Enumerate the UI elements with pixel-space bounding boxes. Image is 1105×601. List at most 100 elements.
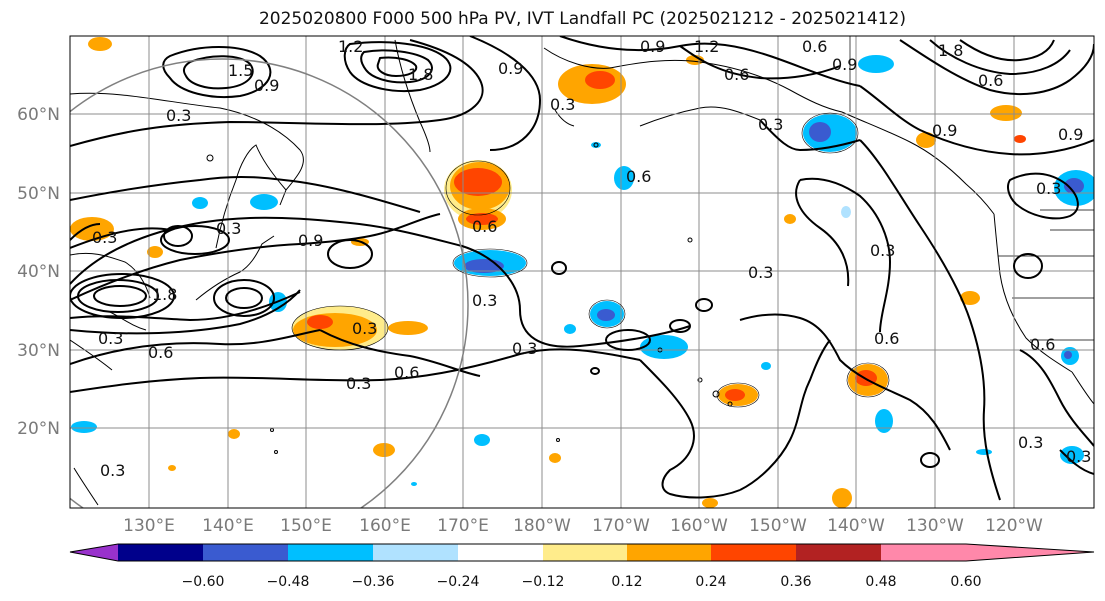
contour-loop-east bbox=[1007, 172, 1079, 220]
shade-negative bbox=[875, 409, 893, 433]
island bbox=[593, 142, 599, 148]
contour-0.3-north bbox=[70, 39, 484, 147]
lon-label: 140°E bbox=[202, 516, 254, 536]
shade-positive bbox=[388, 321, 428, 335]
coastlines bbox=[70, 39, 1094, 506]
shade-strong-negative bbox=[1064, 178, 1084, 194]
lon-label: 160°E bbox=[359, 516, 411, 536]
contour-label: 0.3 bbox=[758, 115, 783, 134]
contour-1.5-loop bbox=[70, 273, 175, 319]
shade-negative bbox=[1060, 446, 1084, 464]
shade-positive bbox=[70, 217, 114, 241]
shade-positive bbox=[916, 132, 936, 148]
border-provinces bbox=[1040, 209, 1094, 231]
colorbar-bin bbox=[543, 544, 627, 561]
coast-alaska-north bbox=[543, 47, 843, 113]
shade-positive bbox=[88, 37, 112, 51]
colorbar-bin bbox=[627, 544, 711, 561]
lat-label: 60°N bbox=[17, 105, 60, 125]
coast-chukotka bbox=[554, 109, 575, 127]
contour-1.5-north-loop bbox=[162, 46, 272, 98]
contour-label: 0.6 bbox=[874, 329, 899, 348]
contour-small-loop bbox=[695, 298, 713, 312]
contour-label: 0.3 bbox=[98, 329, 123, 348]
shade-strong-negative bbox=[597, 309, 615, 321]
colorbar-tick: 0.36 bbox=[780, 574, 811, 590]
lon-label: 140°W bbox=[827, 516, 885, 536]
island bbox=[206, 154, 214, 162]
shade-positive bbox=[702, 498, 718, 508]
shade-positive bbox=[549, 453, 561, 463]
contour-label: 0.6 bbox=[472, 217, 497, 236]
coast-north-america-west bbox=[993, 213, 1073, 373]
contour-0.6-north bbox=[679, 45, 841, 80]
map-background bbox=[70, 36, 1094, 508]
contour-0.9-east bbox=[859, 85, 1094, 156]
shade-positive bbox=[168, 465, 176, 471]
shade-strong-positive bbox=[725, 389, 745, 401]
colorbar-tick: −0.60 bbox=[182, 574, 225, 590]
island bbox=[687, 237, 693, 243]
coast-china-east bbox=[70, 339, 113, 371]
lon-label: 180°W bbox=[513, 516, 571, 536]
coast-japan bbox=[195, 235, 275, 301]
lon-label: 120°W bbox=[985, 516, 1043, 536]
map-title: 2025020800 F000 500 hPa PV, IVT Landfall… bbox=[258, 9, 906, 29]
contour-0.6-south bbox=[70, 329, 321, 365]
island bbox=[556, 438, 560, 442]
longitude-labels: 130°E 140°E 150°E 160°E 170°E 180°W 170°… bbox=[123, 516, 1043, 536]
contour-loop bbox=[160, 225, 230, 255]
contour-label: 0.6 bbox=[802, 37, 827, 56]
contour-label: 0.3 bbox=[550, 95, 575, 114]
colorbar-bin bbox=[711, 544, 796, 561]
colorbar-tick: 0.48 bbox=[865, 574, 896, 590]
contour-label: 0.6 bbox=[148, 343, 173, 362]
contour-1.8-north-loop-b bbox=[376, 56, 418, 78]
contour-0.3-alaska bbox=[759, 119, 861, 152]
shade-strong-positive bbox=[307, 315, 333, 329]
contour-0.9-north-c bbox=[559, 36, 861, 87]
contour-label: 0.3 bbox=[1036, 179, 1061, 198]
colorbar-outline bbox=[69, 543, 1095, 562]
shade-strong-positive bbox=[466, 213, 498, 225]
shaded-regions bbox=[70, 37, 1094, 508]
lon-label: 170°E bbox=[437, 516, 489, 536]
coast-korea bbox=[70, 252, 151, 299]
contour-label: 0.3 bbox=[216, 219, 241, 238]
island bbox=[697, 377, 703, 383]
lon-label: 150°E bbox=[280, 516, 332, 536]
contour-label: 0.9 bbox=[298, 231, 323, 250]
shade-negative bbox=[761, 362, 771, 370]
colorbar-tick: −0.48 bbox=[267, 574, 310, 590]
contour-labels: 0.3 0.9 1.5 1.8 1.2 0.9 0.9 1.2 0.6 0.6 … bbox=[92, 37, 1091, 480]
contour-label: 0.6 bbox=[394, 363, 419, 382]
lat-label: 40°N bbox=[17, 262, 60, 282]
contour-label: 0.9 bbox=[640, 37, 665, 56]
shade-strong-negative bbox=[1064, 351, 1072, 359]
contour-0.3-se bbox=[1019, 349, 1094, 447]
contour-label: 0.3 bbox=[166, 106, 191, 125]
island-hawaii bbox=[712, 390, 720, 398]
contour-fragment bbox=[70, 223, 101, 241]
contour-1.8-loop bbox=[77, 279, 159, 313]
colorbar-bin bbox=[118, 544, 203, 561]
contour-label: 1.8 bbox=[152, 285, 177, 304]
contour-0.6-east bbox=[799, 177, 892, 333]
contour-label: 1.8 bbox=[938, 41, 963, 60]
contour-0.3-se-b bbox=[1059, 449, 1094, 475]
contour-0.6-central bbox=[739, 313, 951, 451]
colorbar-tick: 0.60 bbox=[950, 574, 981, 590]
contour-label: 0.3 bbox=[1018, 433, 1043, 452]
lat-label: 20°N bbox=[17, 419, 60, 439]
shade-negative bbox=[71, 421, 97, 433]
contour-small-loop bbox=[605, 329, 651, 351]
shade-positive bbox=[147, 246, 163, 258]
contour-small-loop bbox=[590, 367, 600, 375]
colorbar-extend-high bbox=[966, 544, 1094, 561]
contour-0.9-north-b bbox=[469, 36, 542, 151]
contour-1.8-north-loop bbox=[182, 55, 254, 90]
coast-kyushu bbox=[109, 311, 147, 331]
colorbar-tick: −0.24 bbox=[437, 574, 480, 590]
colorbar bbox=[69, 543, 1095, 562]
